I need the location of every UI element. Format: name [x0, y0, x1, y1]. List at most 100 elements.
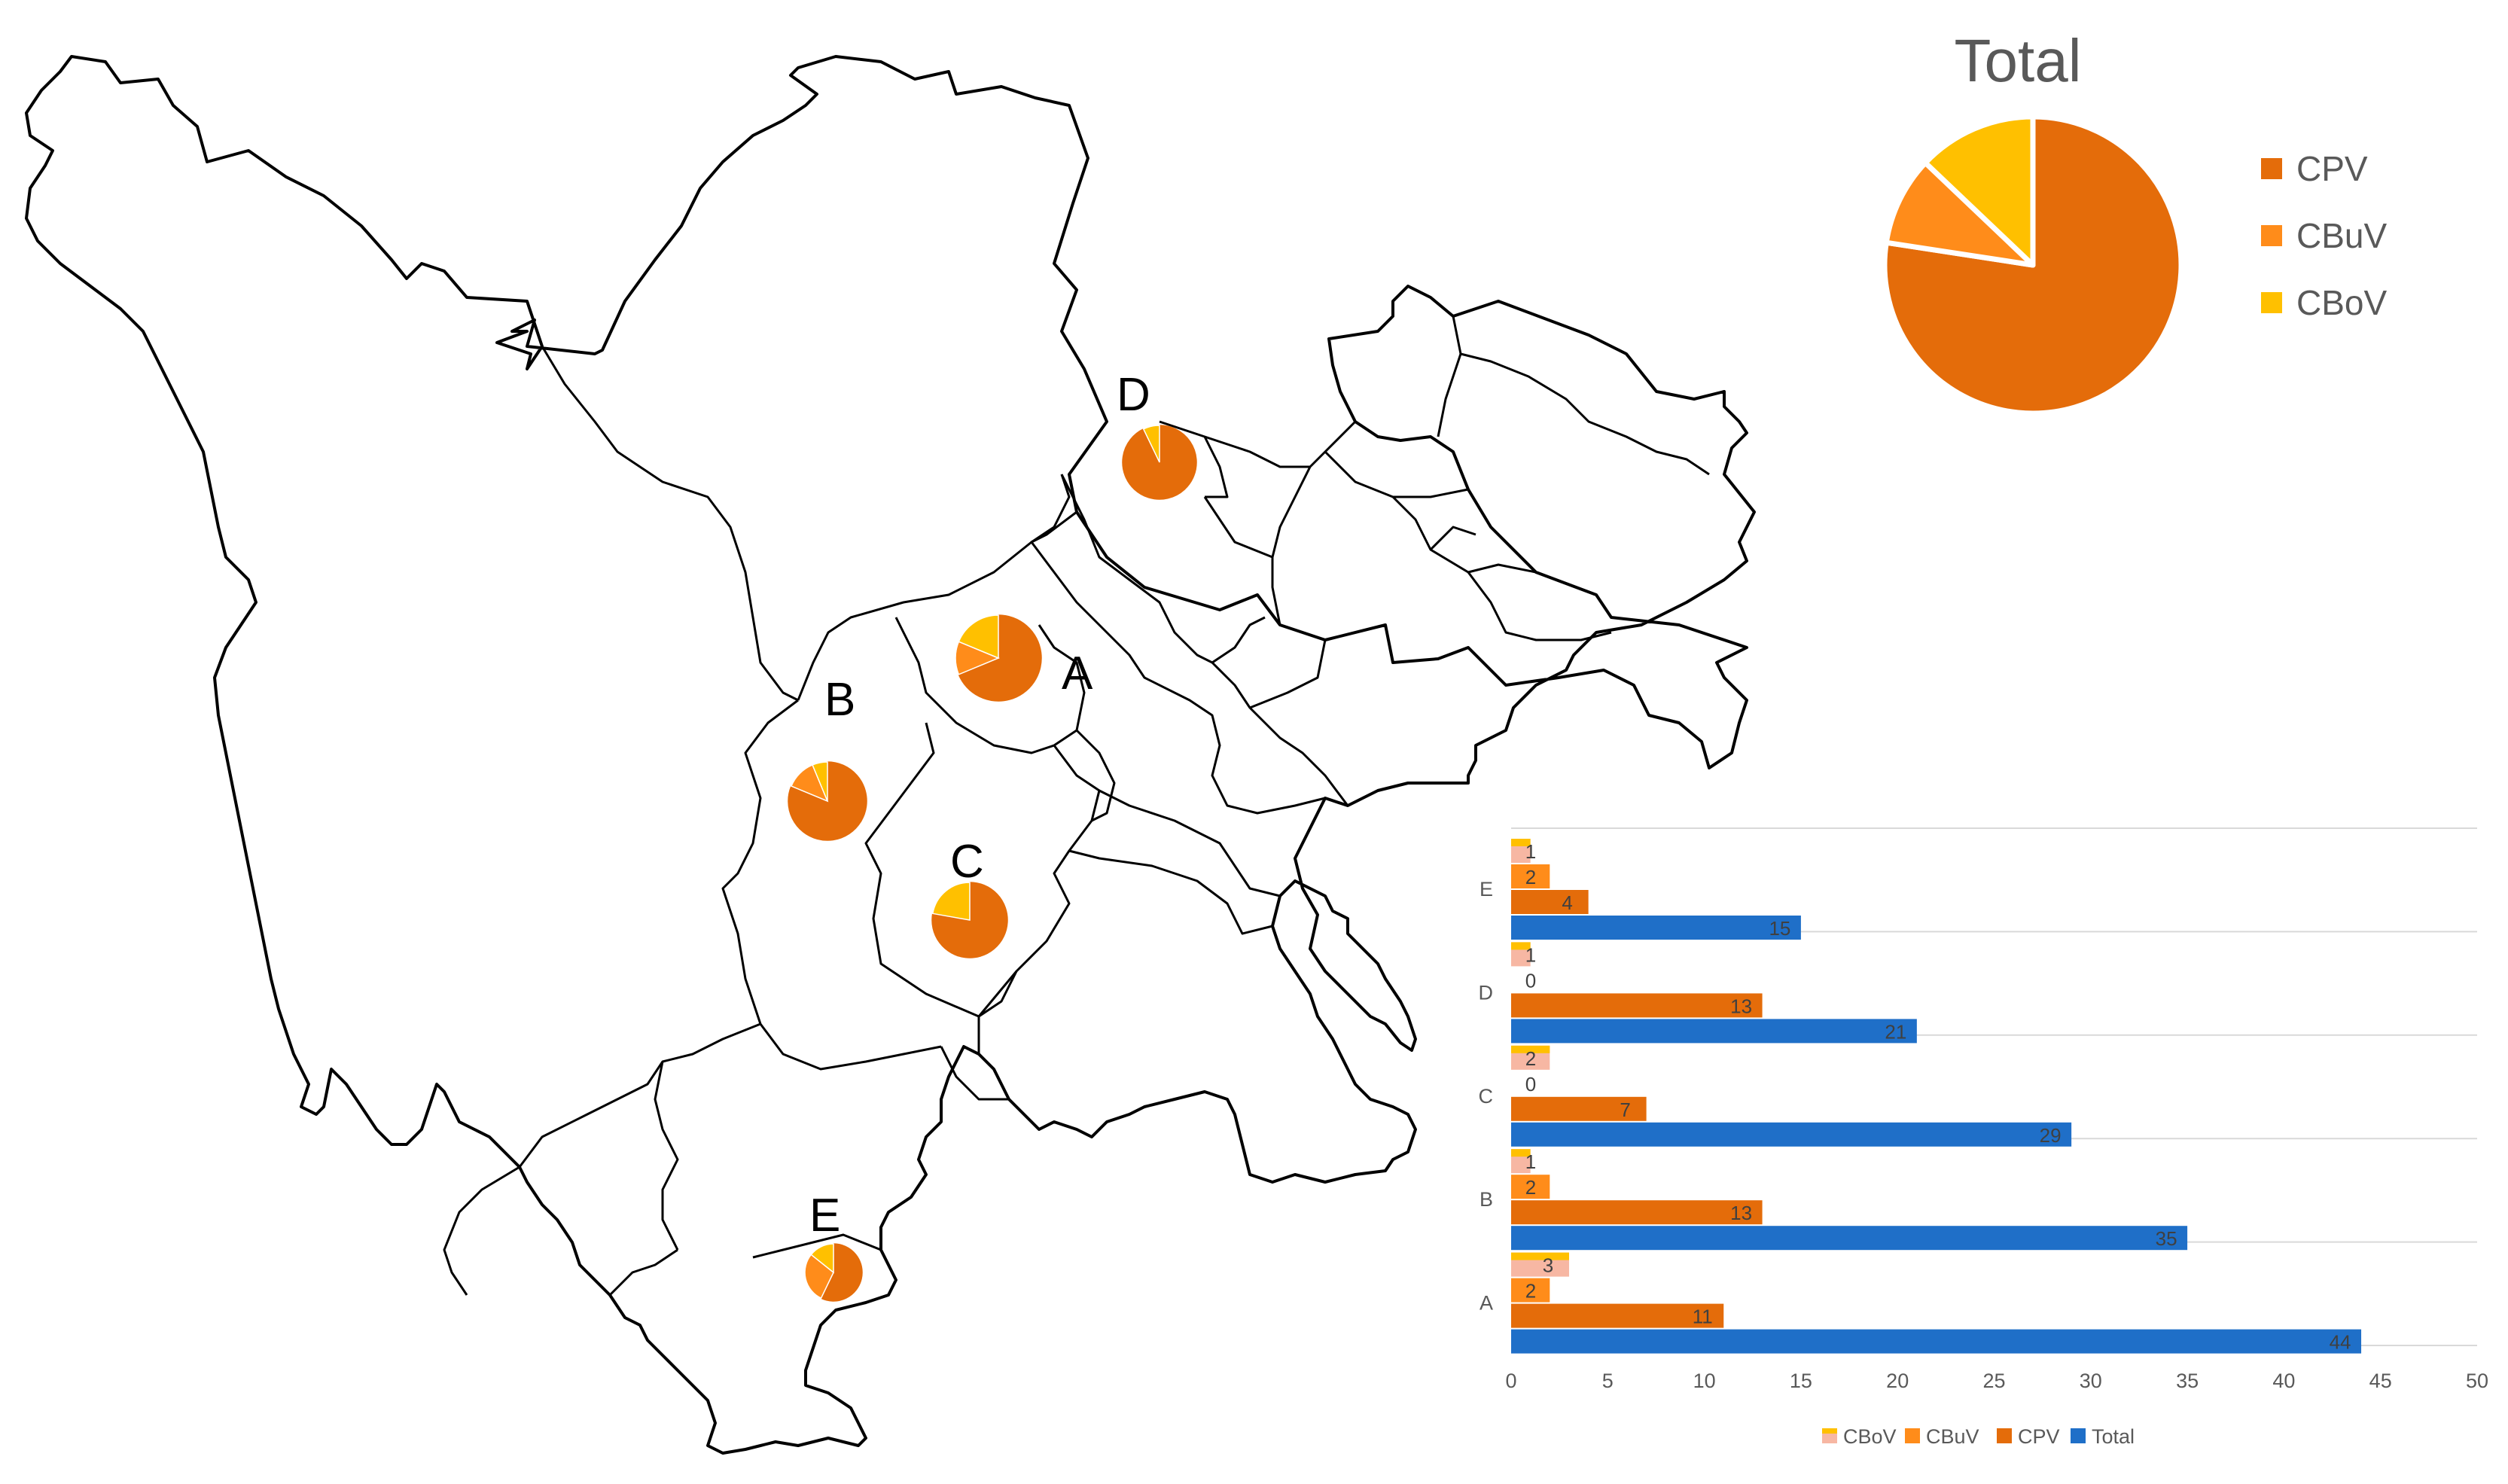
legend-label: CPV: [2296, 149, 2368, 188]
data-label-c-cbov: 2: [1525, 1047, 1536, 1070]
bar-d-cpv: [1511, 993, 1763, 1018]
data-label-a-cpv: 11: [1693, 1306, 1713, 1328]
legend-swatch: [2261, 292, 2282, 313]
bar-b-total: [1511, 1226, 2188, 1251]
map-border: [1324, 450, 1612, 641]
region-pie-a-slice-cbov: [958, 614, 999, 660]
bar-rect: [1511, 1278, 1550, 1303]
total-pie-legend-item-cpv: CPV: [2261, 149, 2368, 188]
total-pie-slices: [1882, 114, 2184, 416]
bar-rect: [1511, 916, 1801, 940]
data-label-e-total: 15: [1769, 917, 1790, 940]
map-outline: [25, 55, 1756, 1455]
data-label-c-total: 29: [2040, 1124, 2062, 1147]
data-label-b-cbov: 1: [1525, 1150, 1536, 1173]
total-pie-chart: Total CPV CBuV CBoV: [1882, 27, 2387, 416]
map-border: [1429, 526, 1537, 574]
bar-rect: [1511, 1019, 1917, 1044]
bar-legend-item-total: Total: [2071, 1425, 2135, 1448]
bar-c-cbov: [1511, 1045, 1550, 1070]
bar-x-tick-labels: 0 5 10 15 20 25 30 35 40 45 50: [1505, 1370, 2488, 1392]
bar-e-cpv: [1511, 890, 1589, 914]
bar-rect-highlight: [1511, 839, 1531, 846]
data-label-b-total: 35: [2156, 1227, 2177, 1250]
bar-rect: [1511, 890, 1589, 914]
bar-d-cbov: [1511, 942, 1531, 967]
region-pie-b: [788, 761, 867, 841]
region-pie-e-slice-cbuv: [804, 1254, 834, 1300]
category-label-e: E: [1480, 878, 1493, 900]
bar-legend-item-cpv: CPV: [1997, 1425, 2060, 1448]
data-label-d-cbuv: 0: [1525, 969, 1536, 992]
x-tick-15: 15: [1790, 1370, 1812, 1392]
data-label-d-cpv: 13: [1730, 995, 1752, 1017]
region-label-d: D: [1117, 369, 1150, 421]
x-tick-5: 5: [1602, 1370, 1614, 1392]
map-border: [894, 617, 1086, 754]
data-label-c-cpv: 7: [1620, 1099, 1630, 1121]
data-label-b-cbuv: 2: [1525, 1176, 1536, 1199]
x-tick-20: 20: [1886, 1370, 1909, 1392]
region-pie-d-slice-cbov: [1142, 425, 1160, 463]
bar-c-cpv: [1511, 1096, 1647, 1121]
bar-a-cpv: [1511, 1303, 1724, 1328]
map-border: [443, 1166, 678, 1297]
region-pie-c: [931, 882, 1008, 958]
bar-e-total: [1511, 916, 1801, 940]
legend-label: CBoV: [2296, 283, 2387, 322]
map-border: [1030, 510, 1326, 815]
region-label-a: A: [1062, 648, 1093, 699]
bar-rect: [1511, 1303, 1724, 1328]
data-label-d-total: 21: [1885, 1020, 1906, 1043]
map-border: [1437, 315, 1710, 476]
legend-swatch: [1905, 1428, 1920, 1443]
total-pie-slice-cbuv: [1883, 160, 2036, 268]
x-tick-10: 10: [1693, 1370, 1716, 1392]
bar-rect: [1511, 1096, 1647, 1121]
legend-swatch: [1997, 1428, 2012, 1443]
category-label-b: B: [1480, 1188, 1493, 1211]
map-border: [721, 699, 942, 1071]
legend-label: CBuV: [1926, 1425, 1979, 1448]
region-pie-e-slice-cbov: [810, 1243, 834, 1274]
bar-legend: CBoV CBuV CPV Total: [1822, 1425, 2135, 1448]
map-border: [1159, 420, 1310, 498]
bar-rect: [1511, 1175, 1550, 1199]
bar-b-cbov: [1511, 1149, 1531, 1174]
total-pie-legend-item-cbuv: CBuV: [2261, 216, 2387, 255]
bar-rect: [1511, 864, 1550, 888]
region-label-b: B: [824, 674, 855, 726]
region-labels: A B C D E: [809, 369, 1150, 1242]
bar-c-total: [1511, 1122, 2072, 1147]
legend-swatch: [2261, 225, 2282, 246]
total-pie-legend: CPV CBuV CBoV: [2261, 149, 2387, 322]
region-pie-a: [955, 614, 1042, 702]
category-label-a: A: [1480, 1292, 1493, 1315]
pie-title: Total: [1955, 27, 2082, 94]
data-label-e-cbuv: 2: [1525, 866, 1536, 888]
bar-e-cbov: [1511, 839, 1531, 863]
bar-rect-highlight: [1511, 1252, 1569, 1260]
bar-d-total: [1511, 1019, 1917, 1044]
bar-rect: [1511, 1226, 2188, 1251]
x-tick-0: 0: [1505, 1370, 1516, 1392]
bar-b-cbuv: [1511, 1175, 1550, 1199]
legend-label: CBoV: [1843, 1425, 1897, 1448]
x-tick-30: 30: [2080, 1370, 2102, 1392]
data-label-e-cbov: 1: [1525, 840, 1536, 863]
map-border: [1211, 639, 1349, 806]
data-label-a-cbov: 3: [1543, 1254, 1553, 1277]
legend-label: Total: [2092, 1425, 2135, 1448]
region-pie-c-slice-cbov: [931, 882, 971, 921]
category-label-c: C: [1479, 1085, 1494, 1108]
data-label-a-cbuv: 2: [1525, 1280, 1536, 1303]
map-border: [797, 474, 1071, 701]
x-tick-35: 35: [2176, 1370, 2199, 1392]
x-tick-40: 40: [2272, 1370, 2295, 1392]
bar-rect-highlight: [1511, 942, 1531, 950]
map-border: [518, 1022, 761, 1251]
region-pie-a-slice-cpv: [958, 614, 1042, 702]
region-pie-e-slice-cpv: [820, 1243, 863, 1302]
x-tick-45: 45: [2369, 1370, 2392, 1392]
